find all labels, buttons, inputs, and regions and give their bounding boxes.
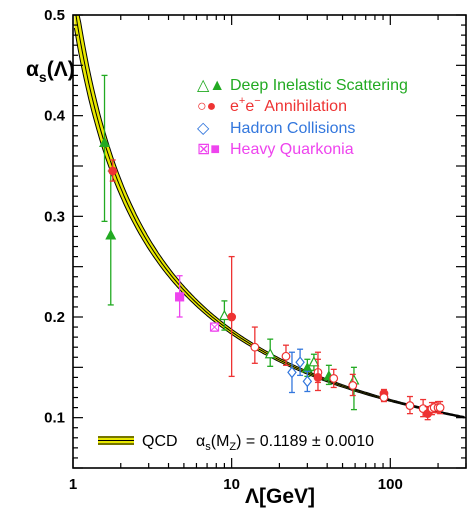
data-point-circle (435, 403, 445, 413)
legend-symbol-dis: △▲ (197, 77, 225, 94)
x-axis-label: Λ[GeV] (245, 485, 315, 508)
qcd-legend: QCD αs(MZ) = 0.1189 ± 0.0010 (98, 433, 374, 453)
x-tick-label: 1 (69, 476, 77, 493)
data-point-square-cross (210, 322, 219, 332)
y-tick-label: 0.4 (44, 108, 66, 125)
legend-symbol-ee: ○● (197, 98, 216, 115)
data-points-layer (99, 74, 445, 421)
legend-symbol-quarkonia: ⊠■ (197, 141, 220, 158)
data-point-triangle (308, 356, 320, 367)
legend-label-ee: e+e− Annihilation (230, 95, 347, 115)
data-point-circle (405, 401, 415, 410)
data-point-square (175, 292, 185, 302)
data-point-triangle (264, 347, 276, 359)
data-point-circle (313, 373, 323, 382)
legend-label-hadron: Hadron Collisions (230, 120, 355, 137)
data-point-diamond (302, 375, 313, 388)
data-point-diamond (287, 366, 297, 379)
legend-label-quarkonia: Heavy Quarkonia (230, 141, 354, 158)
plot-frame (72, 14, 467, 469)
y-tick-label: 0.2 (44, 309, 65, 326)
legend-symbol-hadron: ◇ (197, 120, 210, 137)
data-point-circle (250, 342, 260, 352)
data-point-triangle (105, 229, 117, 240)
legend: △▲ Deep Inelastic Scattering ○● e+e− Ann… (197, 77, 408, 158)
legend-label-dis: Deep Inelastic Scattering (230, 77, 408, 94)
data-point-diamond (295, 356, 305, 369)
qcd-legend-formula: αs(MZ) = 0.1189 ± 0.0010 (196, 433, 374, 453)
y-tick-label: 0.1 (44, 410, 65, 427)
y-tick-label: 0.3 (44, 208, 65, 225)
legend-item-quarkonia: ⊠■ Heavy Quarkonia (197, 141, 354, 158)
data-point-circle (108, 166, 118, 176)
ticks-layer: 1 10 100 0.1 0.2 0.3 0.4 0.5 (44, 7, 467, 493)
data-point-circle (348, 381, 358, 390)
x-tick-label: 10 (223, 476, 240, 493)
data-point-circle (281, 351, 291, 361)
legend-item-dis: △▲ Deep Inelastic Scattering (197, 77, 408, 94)
y-tick-label: 0.5 (44, 7, 65, 24)
data-point-triangle (218, 309, 230, 321)
data-point-circle (329, 374, 339, 383)
data-point-triangle (99, 136, 111, 147)
legend-item-ee: ○● e+e− Annihilation (197, 95, 347, 115)
x-tick-label: 100 (378, 476, 403, 493)
data-point-circle (379, 393, 389, 402)
y-axis-label: αs(Λ) (26, 58, 75, 85)
qcd-legend-label: QCD (142, 433, 178, 450)
legend-item-hadron: ◇ Hadron Collisions (197, 120, 355, 137)
data-point-circle (227, 312, 237, 322)
